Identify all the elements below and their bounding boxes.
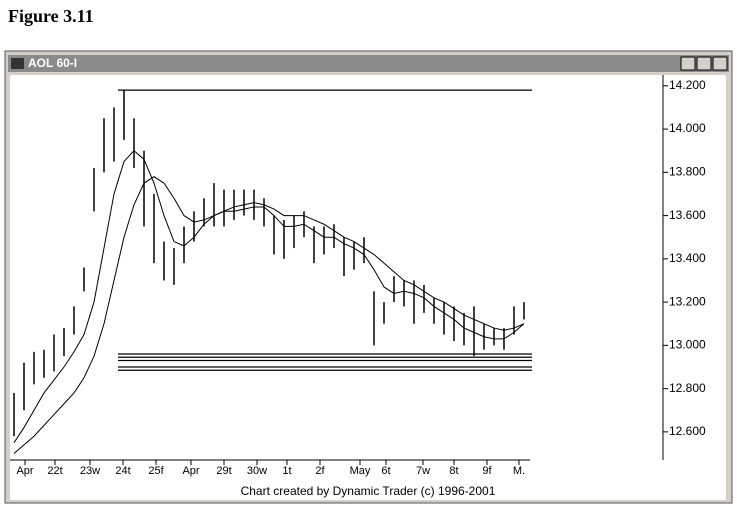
x-tick-label: 7w [416,465,430,477]
minimize-button[interactable] [680,56,696,71]
x-tick-label: Apr [182,465,199,477]
x-tick-label: 6t [381,465,390,477]
y-tick-label: 12.600 [669,424,706,438]
moving-average [13,176,525,454]
y-tick-label: 14.000 [669,121,706,135]
x-tick-label: 30w [247,465,267,477]
x-tick-label: 1t [282,465,291,477]
x-tick-label: 29t [216,465,231,477]
y-tick-label: 13.200 [669,294,706,308]
y-tick-label: 13.800 [669,165,706,179]
x-axis-area [10,460,726,500]
figure-label: Figure 3.11 [8,6,94,26]
x-tick-label: 9f [482,465,492,477]
axis-area [663,75,726,460]
x-tick-label: 8t [449,465,458,477]
x-tick-label: 23w [80,465,100,477]
window-title: AOL 60-I [28,56,77,70]
credit: Chart created by Dynamic Trader (c) 1996… [241,484,496,498]
y-tick-label: 13.400 [669,251,706,265]
x-tick-label: 25f [148,465,164,477]
y-tick-label: 12.800 [669,381,706,395]
x-tick-label: 22t [47,465,62,477]
title-bar [8,55,729,72]
y-tick-label: 13.600 [669,208,706,222]
close-button[interactable] [712,56,728,71]
plot-area [10,75,663,460]
maximize-button[interactable] [696,56,712,71]
moving-average [13,150,525,443]
x-tick-label: M. [513,465,525,477]
y-tick-label: 13.000 [669,338,706,352]
x-tick-label: May [350,465,371,477]
y-tick-label: 14.200 [669,78,706,92]
window-icon [11,58,24,69]
x-tick-label: 24t [115,465,130,477]
x-tick-label: 2f [315,465,325,477]
x-tick-label: Apr [16,465,33,477]
